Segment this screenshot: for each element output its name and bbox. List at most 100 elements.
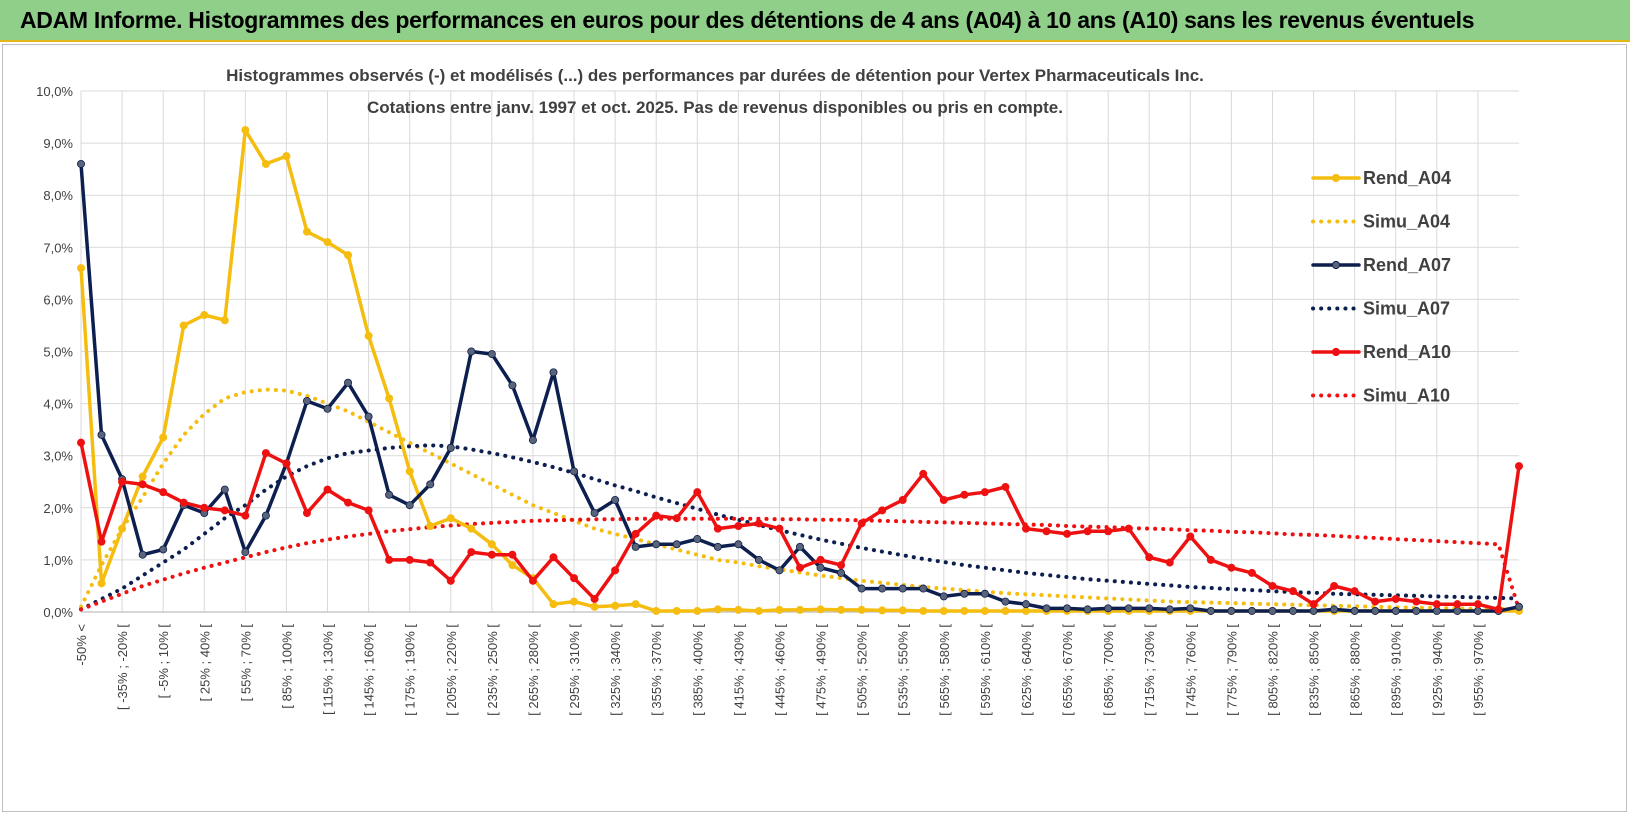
point-rend_a07: [734, 540, 743, 549]
point-rend_a07: [652, 540, 661, 549]
x-tick-label: [ -5% ; 10% [: [156, 624, 171, 699]
point-rend_a04: [1001, 606, 1010, 615]
series-line-rend_a10: [79, 440, 1521, 612]
point-rend_a10: [1412, 597, 1421, 606]
point-rend_a04: [508, 561, 517, 570]
point-rend_a10: [796, 563, 805, 572]
point-rend_a04: [426, 522, 435, 531]
x-tick-label: [ 565% ; 580% [: [937, 624, 952, 716]
point-rend_a07: [138, 550, 147, 559]
point-rend_a04: [467, 524, 476, 533]
point-rend_a04: [734, 605, 743, 614]
point-rend_a07: [878, 584, 887, 593]
x-tick-label: [ 625% ; 640% [: [1019, 624, 1034, 716]
legend-marker: [1331, 173, 1341, 183]
legend-label: Rend_A10: [1363, 342, 1451, 362]
point-rend_a07: [1145, 604, 1154, 613]
x-tick-label: [ 655% ; 670% [: [1060, 624, 1075, 716]
point-rend_a04: [672, 606, 681, 615]
point-rend_a04: [364, 331, 373, 340]
legend-marker: [1331, 260, 1341, 270]
y-tick-label: 1,0%: [43, 553, 73, 568]
point-rend_a07: [405, 501, 414, 510]
y-tick-label: 2,0%: [43, 501, 73, 516]
point-rend_a07: [1515, 602, 1524, 611]
point-rend_a04: [241, 126, 250, 135]
point-rend_a07: [816, 563, 825, 572]
point-rend_a10: [857, 519, 866, 528]
point-rend_a10: [549, 553, 558, 562]
point-rend_a07: [1412, 606, 1421, 615]
point-rend_a10: [528, 576, 537, 585]
y-tick-label: 8,0%: [43, 188, 73, 203]
point-rend_a04: [446, 514, 455, 523]
point-rend_a07: [796, 542, 805, 551]
point-rend_a07: [1453, 606, 1462, 615]
point-rend_a10: [960, 490, 969, 499]
point-rend_a07: [549, 368, 558, 377]
point-rend_a10: [364, 506, 373, 515]
point-rend_a10: [241, 511, 250, 520]
point-rend_a10: [426, 558, 435, 567]
point-rend_a07: [261, 511, 270, 520]
x-tick-label: [ 415% ; 430% [: [731, 624, 746, 716]
x-tick-label: [ 595% ; 610% [: [978, 624, 993, 716]
x-tick-label: [ 145% ; 160% [: [362, 624, 377, 716]
point-rend_a10: [1042, 527, 1051, 536]
point-rend_a07: [528, 436, 537, 445]
legend-label: Simu_A10: [1363, 386, 1450, 406]
point-rend_a07: [1473, 606, 1482, 615]
x-tick-label: [ 85% ; 100% [: [279, 624, 294, 709]
x-tick-label: [ 235% ; 250% [: [485, 624, 500, 716]
x-tick-label: [ 55% ; 70% [: [238, 624, 253, 702]
y-tick-label: 5,0%: [43, 345, 73, 360]
point-rend_a04: [816, 605, 825, 614]
x-tick-label: [ 175% ; 190% [: [403, 624, 418, 716]
point-rend_a04: [939, 606, 948, 615]
point-rend_a07: [693, 535, 702, 544]
point-rend_a04: [118, 524, 127, 533]
point-rend_a10: [1145, 553, 1154, 562]
point-rend_a04: [590, 602, 599, 611]
point-rend_a10: [1289, 587, 1298, 596]
point-rend_a07: [775, 566, 784, 575]
point-rend_a04: [837, 605, 846, 614]
point-rend_a10: [631, 529, 640, 538]
x-tick-label: [ 295% ; 310% [: [567, 624, 582, 716]
x-tick-label: [ 535% ; 550% [: [896, 624, 911, 716]
legend-item-simu_a10: Simu_A10: [1311, 386, 1450, 406]
point-rend_a10: [138, 480, 147, 489]
point-rend_a04: [220, 316, 229, 325]
point-rend_a07: [713, 542, 722, 551]
point-rend_a07: [487, 350, 496, 359]
point-rend_a07: [1247, 606, 1256, 615]
point-rend_a07: [611, 495, 620, 504]
point-rend_a10: [1330, 581, 1339, 590]
point-rend_a04: [323, 238, 332, 247]
y-tick-label: 6,0%: [43, 292, 73, 307]
point-rend_a04: [179, 321, 188, 330]
point-rend_a04: [138, 472, 147, 481]
point-rend_a10: [1247, 568, 1256, 577]
point-rend_a07: [980, 589, 989, 598]
gridlines: [80, 90, 1519, 613]
point-rend_a04: [282, 152, 291, 161]
point-rend_a10: [405, 555, 414, 564]
point-rend_a07: [1350, 606, 1359, 615]
point-rend_a07: [919, 584, 928, 593]
point-rend_a10: [385, 555, 394, 564]
point-rend_a07: [1330, 605, 1339, 614]
x-tick-label: [ 775% ; 790% [: [1224, 624, 1239, 716]
point-rend_a10: [159, 488, 168, 497]
point-rend_a04: [261, 159, 270, 168]
point-rend_a07: [1124, 604, 1133, 613]
x-tick-label: [ 955% ; 970% [: [1471, 624, 1486, 716]
point-rend_a07: [364, 412, 373, 421]
point-rend_a04: [631, 600, 640, 609]
point-rend_a07: [1268, 606, 1277, 615]
point-rend_a10: [1206, 555, 1215, 564]
point-rend_a10: [302, 509, 311, 518]
point-rend_a07: [1104, 604, 1113, 613]
point-rend_a07: [323, 404, 332, 413]
point-rend_a07: [426, 480, 435, 489]
